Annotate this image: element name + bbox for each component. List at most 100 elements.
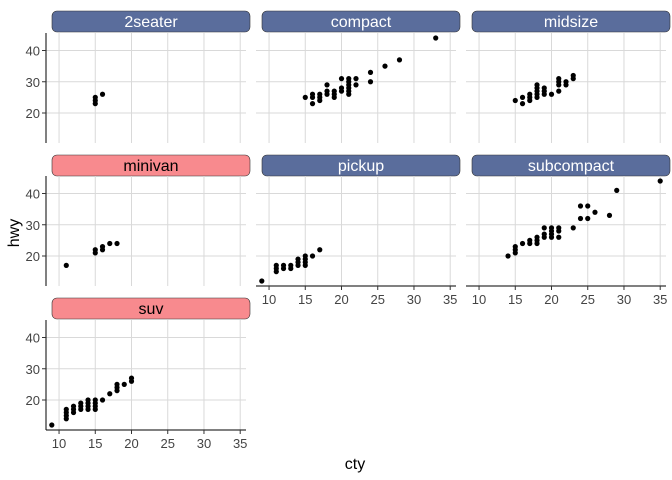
y-tick-label: 30 [26, 75, 40, 90]
data-point [302, 94, 308, 100]
strip-label-midsize: midsize [544, 14, 598, 31]
y-tick-label: 20 [26, 393, 40, 408]
x-tick-label: 15 [298, 292, 312, 307]
data-point [614, 187, 620, 193]
data-point [527, 91, 533, 97]
data-point [92, 397, 98, 403]
y-tick-label: 40 [26, 44, 40, 59]
data-point [396, 57, 403, 63]
y-tick-label: 20 [26, 106, 40, 121]
y-axis-title: hwy [6, 219, 23, 247]
data-point [505, 253, 511, 259]
data-point [353, 82, 359, 88]
strip-label-subcompact: subcompact [528, 158, 615, 175]
data-point [556, 88, 562, 94]
data-point [309, 91, 316, 97]
data-point [338, 76, 345, 82]
data-point [519, 240, 526, 247]
x-tick-label: 25 [161, 436, 175, 451]
data-point [92, 247, 98, 253]
data-point [128, 375, 135, 381]
data-point [99, 397, 106, 403]
data-point [548, 225, 555, 231]
data-point [92, 94, 98, 100]
data-point [585, 215, 591, 222]
data-point [519, 101, 526, 107]
x-tick-label: 15 [88, 436, 102, 451]
data-point [70, 403, 77, 409]
data-point [63, 262, 69, 268]
data-point [367, 79, 374, 85]
data-point [657, 178, 663, 184]
data-point [382, 63, 388, 69]
data-point [512, 244, 518, 250]
data-point [519, 94, 526, 100]
strip-compact [261, 10, 461, 33]
data-point [295, 256, 301, 262]
strip-subcompact [471, 154, 671, 177]
strip-suv [51, 297, 251, 320]
data-point [331, 88, 337, 94]
data-point [99, 91, 106, 97]
x-tick-label: 15 [508, 292, 522, 307]
x-tick-label: 20 [334, 292, 348, 307]
strip-label-suv: suv [139, 301, 164, 318]
data-point [114, 240, 120, 247]
data-point [570, 225, 576, 231]
data-point [309, 101, 316, 107]
x-tick-label: 10 [52, 436, 66, 451]
x-tick-label: 25 [371, 292, 385, 307]
panel-compact: compact [256, 10, 461, 143]
data-point [99, 244, 106, 250]
strip-label-compact: compact [331, 14, 392, 31]
data-point [534, 234, 540, 240]
data-point [273, 262, 279, 268]
x-tick-label: 35 [443, 292, 457, 307]
data-point [114, 381, 120, 387]
data-point [353, 76, 359, 82]
x-tick-label: 20 [124, 436, 138, 451]
data-point [534, 82, 540, 88]
data-point [85, 397, 91, 403]
data-point [309, 253, 316, 259]
panel-suv: suv 20 30 40 10 15 20 25 30 35 [26, 297, 251, 451]
data-point [324, 88, 330, 94]
x-tick-label: 25 [581, 292, 595, 307]
data-point [63, 406, 69, 412]
x-axis-title: cty [345, 456, 365, 473]
data-point [433, 35, 439, 41]
data-point [367, 69, 374, 75]
data-point [346, 76, 352, 82]
strip-label-2seater: 2seater [124, 14, 178, 31]
data-point [556, 234, 562, 240]
data-point [585, 203, 591, 209]
y-tick-label: 40 [26, 187, 40, 202]
data-point [548, 91, 555, 97]
data-point [563, 79, 569, 85]
data-point [121, 381, 127, 387]
panel-pickup: pickup 10 15 20 25 30 35 [256, 154, 461, 307]
data-point [527, 237, 533, 243]
data-point [78, 400, 84, 406]
data-point [556, 225, 562, 231]
panel-minivan: minivan 20 30 40 [26, 154, 251, 286]
data-point [49, 422, 55, 428]
data-point [317, 91, 323, 97]
x-tick-label: 35 [653, 292, 667, 307]
data-point [107, 391, 113, 397]
data-point [259, 278, 265, 284]
strip-midsize [471, 10, 671, 33]
data-point [107, 240, 113, 247]
x-tick-label: 20 [544, 292, 558, 307]
x-tick-label: 30 [197, 436, 211, 451]
x-tick-label: 35 [233, 436, 247, 451]
strip-2seater [51, 10, 251, 33]
data-point [317, 247, 323, 253]
data-point [280, 262, 287, 268]
data-point [512, 97, 518, 104]
data-point [324, 82, 330, 88]
x-tick-label: 30 [617, 292, 631, 307]
data-point [577, 215, 584, 222]
data-point [541, 85, 547, 91]
data-point [556, 76, 562, 82]
